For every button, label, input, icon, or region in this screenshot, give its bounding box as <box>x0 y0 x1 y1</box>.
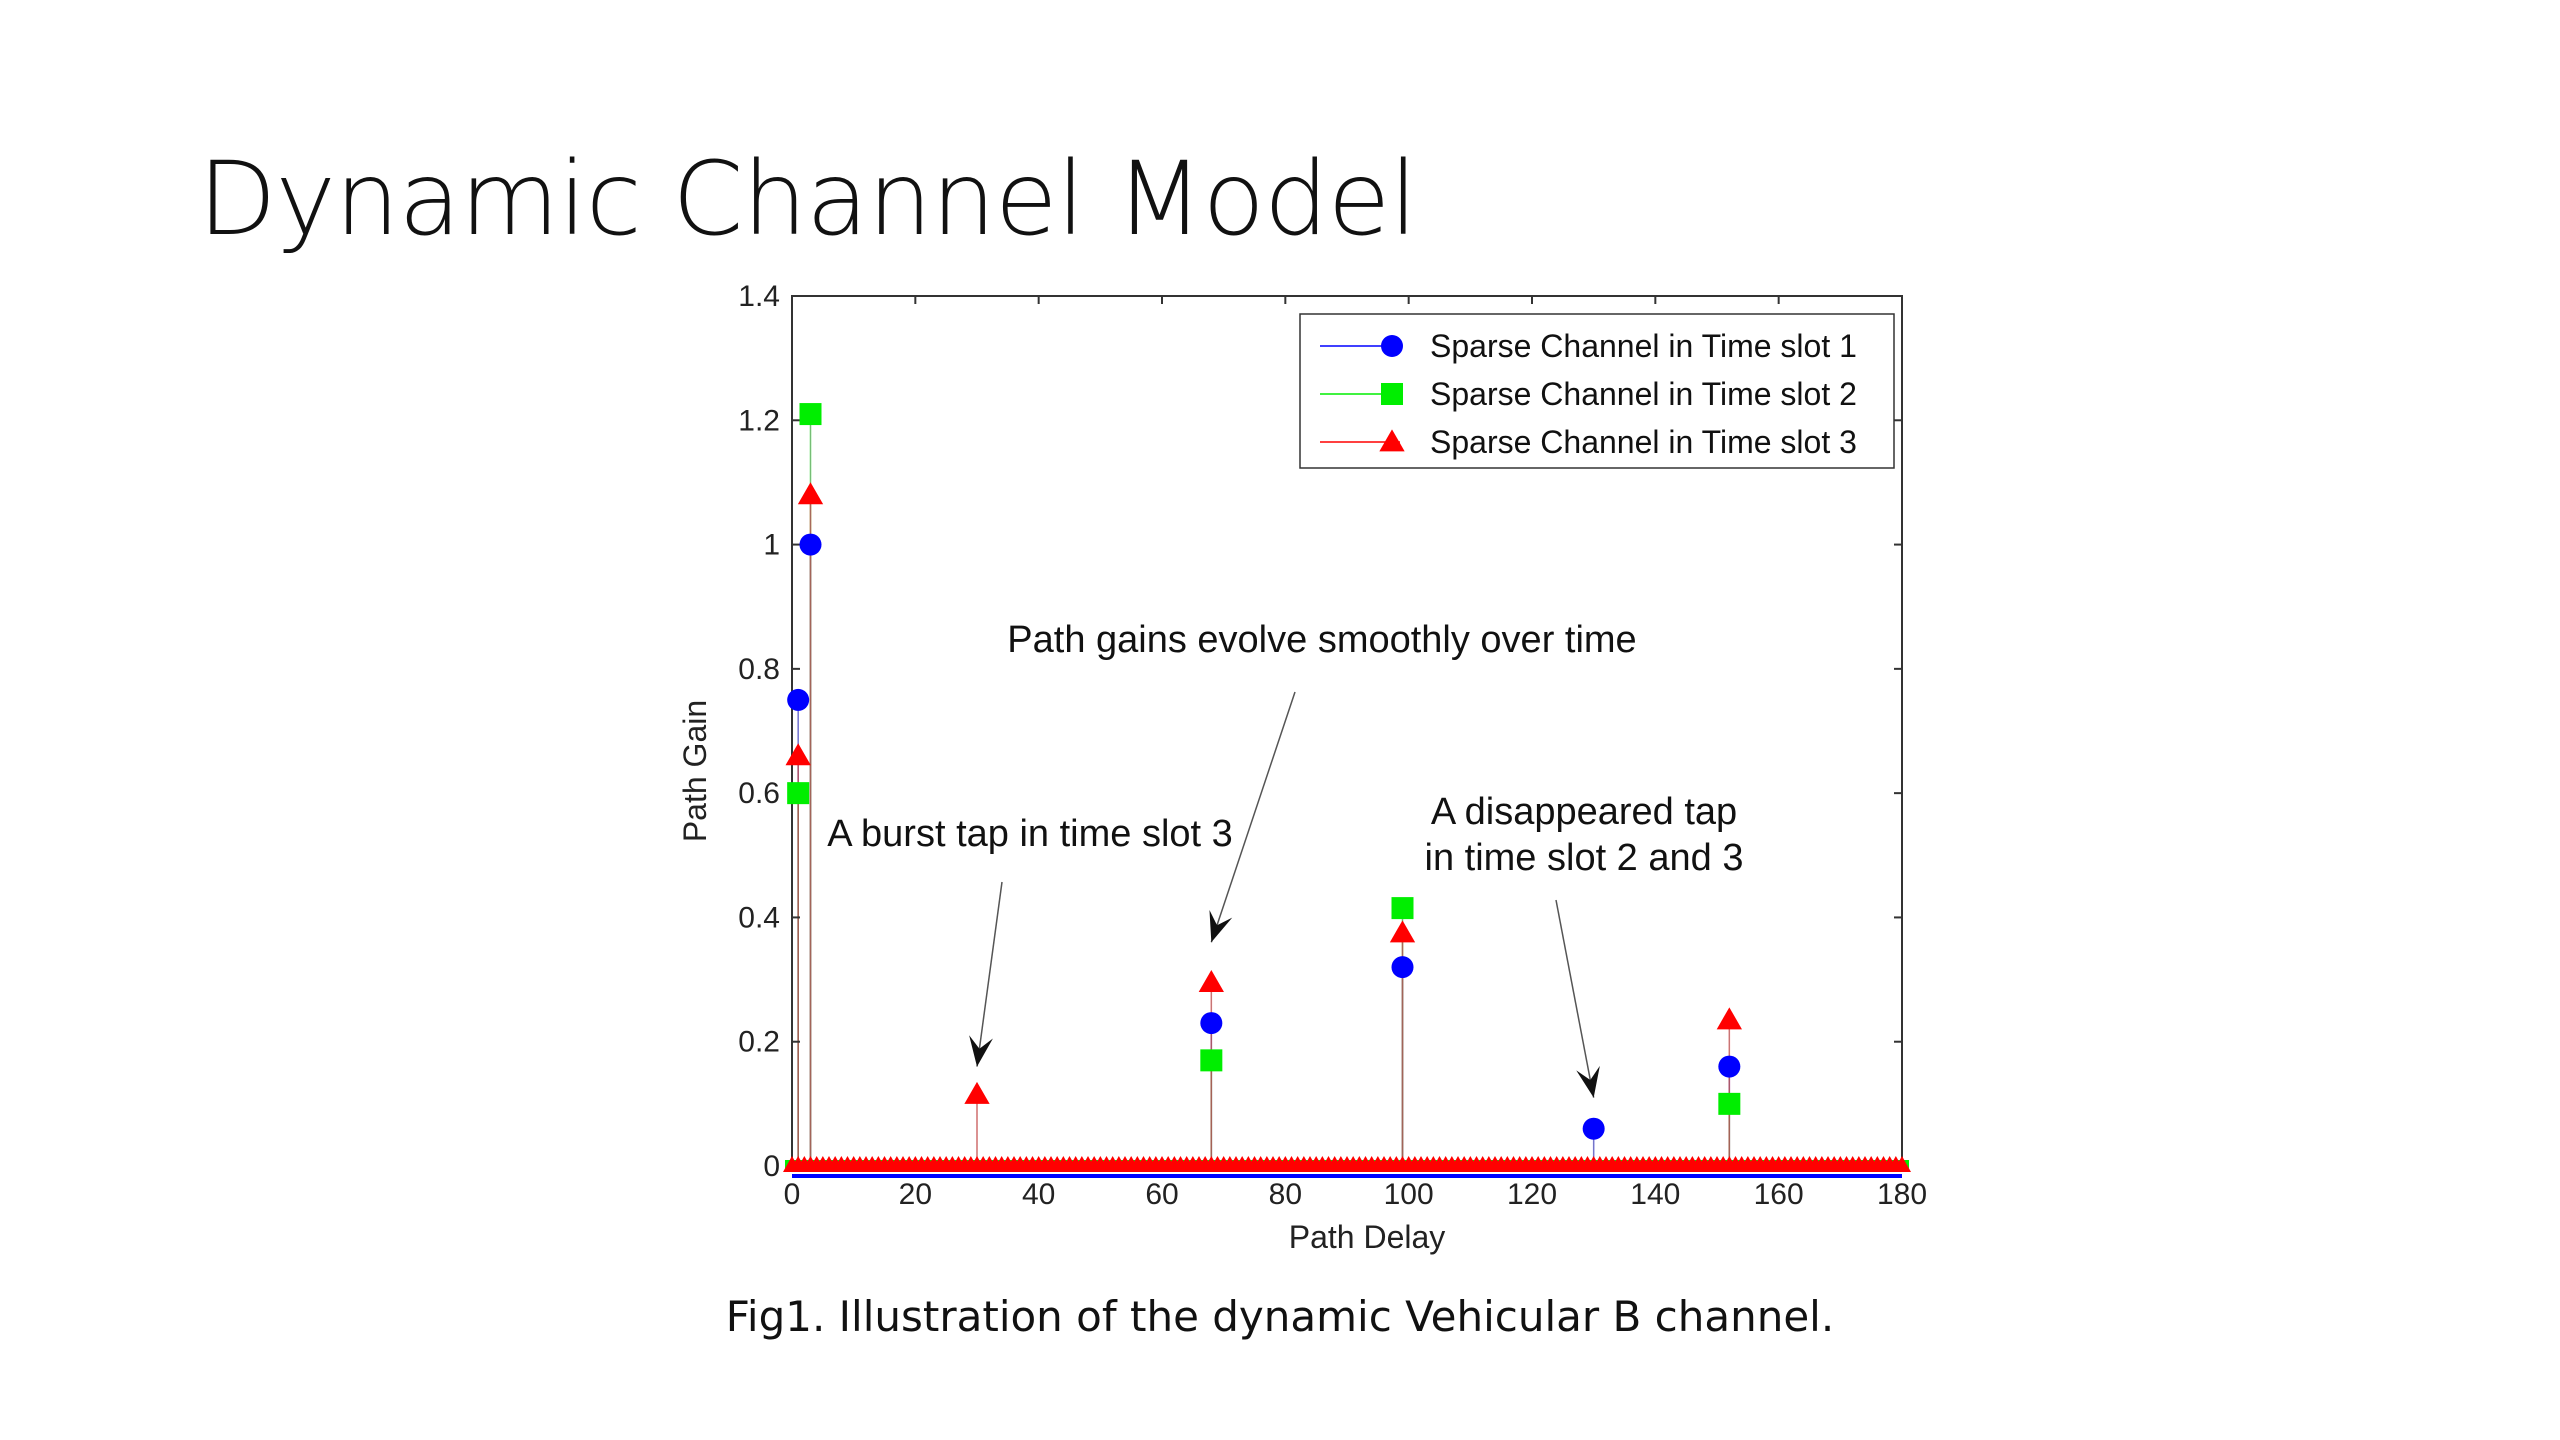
x-tick-label: 40 <box>1022 1178 1055 1211</box>
legend-marker <box>1381 383 1403 405</box>
data-point-series-3 <box>964 1081 990 1104</box>
chart-legend: Sparse Channel in Time slot 1 Sparse Chan… <box>1299 313 1895 469</box>
x-tick-label: 20 <box>899 1178 932 1211</box>
data-point-series-1 <box>1200 1012 1223 1035</box>
x-tick-label: 60 <box>1145 1178 1178 1211</box>
y-axis-label: Path Gain <box>677 700 713 842</box>
zero-tap-marker-series-3 <box>1893 1156 1911 1172</box>
data-point-series-1 <box>799 533 822 556</box>
y-tick-label: 1 <box>763 529 780 562</box>
legend-marker <box>1381 335 1403 357</box>
y-tick-label: 0.4 <box>738 901 780 934</box>
x-axis-label: Path Delay <box>1289 1219 1446 1255</box>
data-point-series-3 <box>797 482 824 505</box>
x-tick-label: 120 <box>1507 1178 1557 1211</box>
y-tick-label: 1.2 <box>738 404 780 437</box>
y-tick-label: 0.8 <box>738 653 780 686</box>
x-tick-label: 100 <box>1384 1178 1434 1211</box>
annotation-text: A disappeared tap <box>1431 791 1737 833</box>
legend-marker <box>1379 429 1405 452</box>
annotation-arrow-line <box>1210 691 1296 943</box>
annotation-text: A burst tap in time slot 3 <box>827 813 1233 855</box>
y-tick-label: 0.2 <box>738 1026 780 1059</box>
chart-annotations: Path gains evolve smoothly over time A bu… <box>827 619 1743 1098</box>
data-point-series-1 <box>1718 1055 1741 1078</box>
data-point-series-1 <box>1391 956 1414 979</box>
x-tick-label: 0 <box>784 1178 801 1211</box>
data-point-series-1 <box>787 688 810 711</box>
data-point-series-2 <box>1718 1092 1741 1115</box>
figure-caption: Fig1. Illustration of the dynamic Vehicu… <box>725 1292 1835 1341</box>
data-point-series-2 <box>1200 1049 1223 1072</box>
annotation-text: Path gains evolve smoothly over time <box>1007 619 1636 661</box>
data-point-series-2 <box>787 782 810 805</box>
annotation-arrowhead <box>1209 910 1233 943</box>
x-tick-label: 160 <box>1754 1178 1804 1211</box>
data-point-series-3 <box>1198 970 1224 993</box>
annotation-arrow-line <box>976 881 1003 1067</box>
x-tick-label: 140 <box>1630 1178 1680 1211</box>
data-point-series-2 <box>1391 897 1414 920</box>
x-tick-label: 180 <box>1877 1178 1927 1211</box>
y-tick-label: 1.4 <box>738 280 780 313</box>
legend-entry-label: Sparse Channel in Time slot 3 <box>1430 424 1857 460</box>
annotation-text: in time slot 2 and 3 <box>1425 837 1744 879</box>
x-tick-label: 80 <box>1269 1178 1302 1211</box>
annotation-arrow-line <box>1555 899 1595 1098</box>
annotation-arrowhead <box>1576 1065 1600 1098</box>
data-point-series-3 <box>785 743 811 766</box>
data-point-series-3 <box>1389 920 1416 943</box>
stem-lines <box>797 414 1731 1166</box>
data-point-series-1 <box>1582 1117 1605 1140</box>
data-point-series-2 <box>799 403 822 426</box>
y-tick-label: 0.6 <box>738 777 780 810</box>
annotation-arrowhead <box>969 1035 993 1067</box>
legend-entry-label: Sparse Channel in Time slot 1 <box>1430 328 1857 364</box>
slide-title: Dynamic Channel Model <box>198 140 1418 259</box>
data-markers <box>783 403 1911 1178</box>
legend-entry-label: Sparse Channel in Time slot 2 <box>1430 376 1857 412</box>
y-tick-label: 0 <box>763 1150 780 1183</box>
plot-axes: 0 20 40 60 80 100 120 140 160 180 0 0.2 0.4 0.6 0.8 1 1.… <box>677 280 1927 1255</box>
data-point-series-3 <box>1716 1007 1742 1030</box>
